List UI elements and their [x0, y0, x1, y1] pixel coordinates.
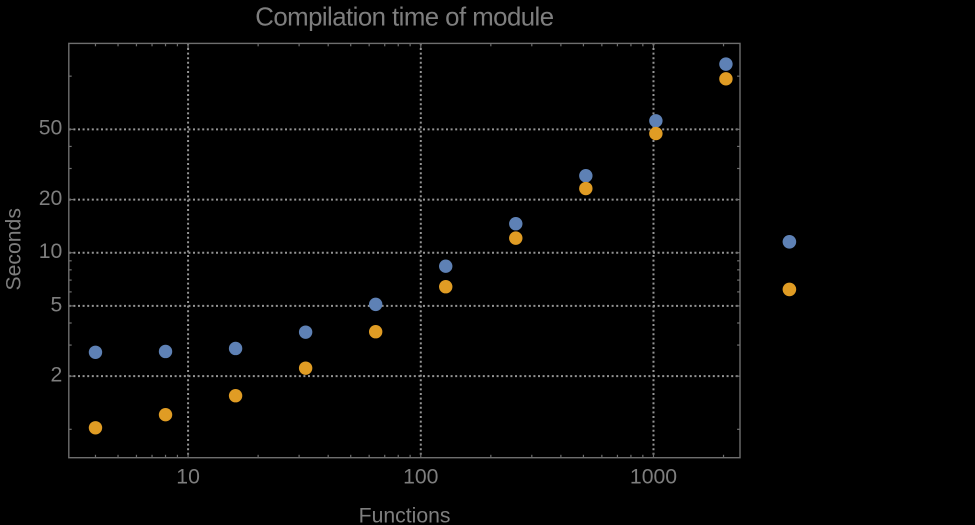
- data-point-series-1-blue-x32: [298, 325, 313, 339]
- data-points-layer: [88, 57, 733, 435]
- data-point-series-2-orange-x32: [298, 361, 313, 375]
- x-tick-label-1000: 1000: [630, 466, 677, 489]
- plot-frame: [68, 42, 741, 459]
- legend-marker-series-2-orange: [782, 282, 797, 297]
- ticks-layer: [68, 43, 740, 458]
- y-axis-label: Seconds: [3, 208, 26, 290]
- data-point-series-2-orange-x8: [158, 407, 173, 422]
- legend-layer: [782, 235, 797, 297]
- chart-title: Compilation time of module: [255, 4, 553, 32]
- y-tick-label-20: 20: [39, 187, 63, 210]
- data-point-series-1-blue-x1024: [649, 114, 663, 128]
- gridlines-layer: [68, 43, 740, 458]
- data-point-series-2-orange-x2048: [719, 72, 733, 86]
- data-point-series-2-orange-x256: [509, 231, 523, 245]
- data-point-series-2-orange-x1024: [649, 126, 663, 141]
- data-point-series-1-blue-x256: [509, 217, 523, 231]
- data-point-series-1-blue-x64: [368, 297, 383, 312]
- data-point-series-2-orange-x4: [88, 421, 103, 435]
- data-point-series-2-orange-x64: [368, 325, 383, 339]
- data-point-series-1-blue-x128: [439, 259, 453, 273]
- x-tick-label-10: 10: [176, 466, 200, 489]
- data-point-series-1-blue-x4: [88, 345, 103, 359]
- frame-layer: [68, 42, 741, 459]
- data-point-series-2-orange-x128: [439, 280, 453, 294]
- y-tick-label-10: 10: [39, 240, 63, 263]
- data-point-series-2-orange-x512: [579, 181, 593, 196]
- y-tick-label-50: 50: [39, 117, 63, 140]
- data-point-series-2-orange-x16: [228, 389, 243, 403]
- data-point-series-1-blue-x512: [579, 169, 593, 183]
- data-point-series-1-blue-x8: [158, 344, 173, 359]
- x-tick-label-100: 100: [403, 466, 438, 489]
- labels-layer: Compilation time of module Functions Sec…: [3, 4, 677, 525]
- legend-marker-series-1-blue: [782, 235, 797, 249]
- data-point-series-1-blue-x2048: [719, 57, 733, 71]
- y-tick-label-5: 5: [51, 293, 63, 316]
- data-point-series-1-blue-x16: [228, 341, 243, 356]
- x-axis-label: Functions: [359, 505, 451, 525]
- y-tick-label-2: 2: [51, 364, 63, 387]
